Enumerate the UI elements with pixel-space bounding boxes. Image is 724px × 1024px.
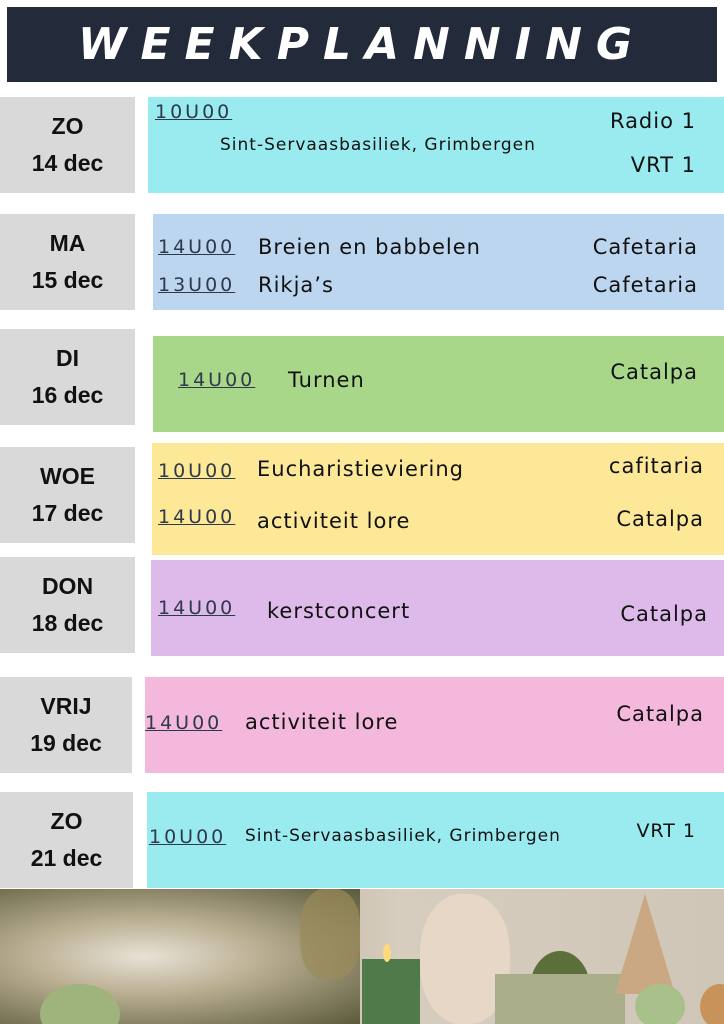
event-location: VRT 1 [630,153,696,177]
day-name: MA [49,230,86,256]
christmas-decoration-photo [0,889,724,1024]
event-title: Turnen [288,368,365,392]
day-date: 21 dec [30,845,103,871]
event-location: Cafetaria [592,235,698,259]
event-title: Breien en babbelen [258,235,481,259]
day-date: 18 dec [31,610,104,636]
event-location: Catalpa [620,602,708,626]
event-location: Radio 1 [609,109,696,133]
event-title: activiteit lore [257,509,411,533]
day-date: 19 dec [30,730,102,756]
day-name: WOE [40,463,95,489]
event-location: Catalpa [616,702,704,726]
day-events: 14U00 Breien en babbelen Cafetaria 13U00… [153,214,724,310]
event-time: 10U00 [149,826,227,848]
event-location: Catalpa [610,360,698,384]
day-label: MA 15 dec [0,214,135,310]
day-events: 10U00 Sint-Servaasbasiliek, Grimbergen R… [148,97,724,193]
event-location: Catalpa [616,507,704,531]
day-name: DI [56,345,79,371]
event-location: Cafetaria [592,273,698,297]
day-events: 14U00 kerstconcert Catalpa [151,560,724,656]
day-events: 14U00 Turnen Catalpa [153,336,724,432]
event-title: Eucharistieviering [257,457,464,481]
day-label: ZO 21 dec [0,792,133,888]
event-title: activiteit lore [245,710,399,734]
day-name: DON [41,573,94,599]
day-label: DI 16 dec [0,329,135,425]
day-date: 15 dec [31,267,104,293]
event-title: kerstconcert [267,599,411,623]
day-name: VRIJ [40,693,92,719]
event-time: 14U00 [178,369,256,391]
day-date: 16 dec [31,382,104,408]
day-date: 14 dec [31,150,104,176]
day-events: 10U00 Eucharistieviering cafitaria 14U00… [152,443,724,555]
day-label: ZO 14 dec [0,97,135,193]
page-title: WEEKPLANNING [77,19,647,70]
event-title: Sint-Servaasbasiliek, Grimbergen [220,135,536,155]
day-date: 17 dec [31,500,104,526]
day-label: VRIJ 19 dec [0,677,132,773]
day-events: 10U00 Sint-Servaasbasiliek, Grimbergen V… [147,792,724,888]
day-label: WOE 17 dec [0,447,135,543]
event-time: 14U00 [158,236,236,258]
event-time: 14U00 [158,506,236,528]
day-label: DON 18 dec [0,557,135,653]
day-name: ZO [50,808,83,834]
day-name: ZO [51,113,84,139]
event-time: 14U00 [145,712,223,734]
event-time: 13U00 [158,274,236,296]
event-location: cafitaria [608,454,704,478]
event-time: 10U00 [158,460,236,482]
day-events: 14U00 activiteit lore Catalpa [145,677,724,773]
event-title: Rikja’s [258,273,334,297]
event-time: 14U00 [158,597,236,619]
event-time: 10U00 [155,101,233,123]
event-location: VRT 1 [636,820,696,842]
event-title: Sint-Servaasbasiliek, Grimbergen [245,826,561,846]
header-banner: WEEKPLANNING [7,7,717,82]
